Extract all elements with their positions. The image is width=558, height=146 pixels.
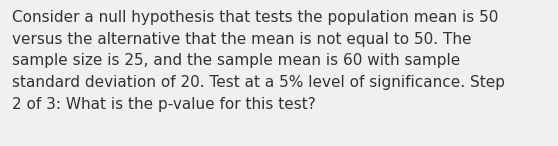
Text: Consider a null hypothesis that tests the population mean is 50
versus the alter: Consider a null hypothesis that tests th… <box>12 10 506 112</box>
